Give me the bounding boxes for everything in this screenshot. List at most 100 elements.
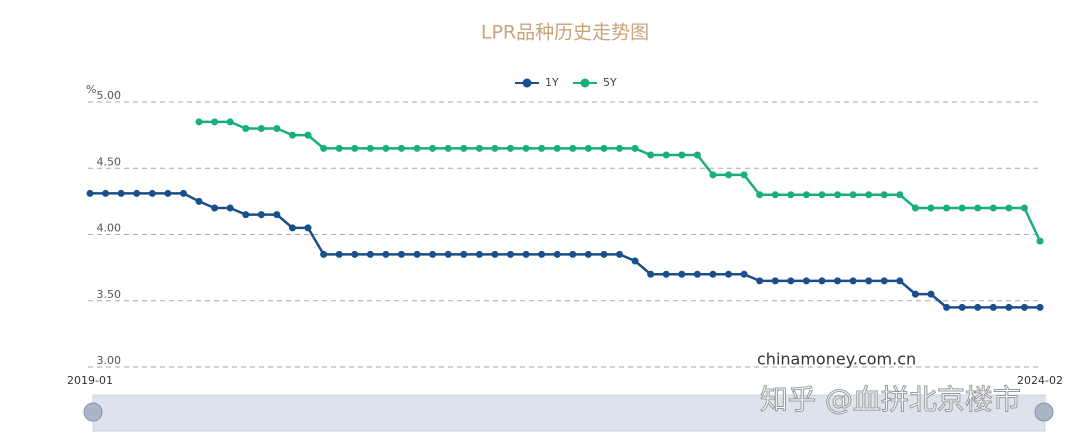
watermark: 知乎 @血拼北京楼市 (760, 383, 1021, 416)
data-point (273, 211, 281, 219)
x-tick-label: 2019-01 (67, 374, 113, 387)
data-point (460, 250, 468, 258)
data-point (475, 250, 483, 258)
watermark-source: chinamoney.com.cn (757, 350, 916, 369)
data-point (600, 250, 608, 258)
data-point (242, 211, 250, 219)
zoom-handle-left[interactable] (83, 402, 103, 422)
data-point (320, 250, 328, 258)
data-point (102, 189, 110, 197)
data-point (725, 270, 733, 278)
data-point (958, 204, 966, 212)
data-point (1020, 303, 1028, 311)
data-point (226, 204, 234, 212)
data-point (460, 144, 468, 152)
data-point (943, 303, 951, 311)
y-tick-label: 3.00 (97, 354, 122, 367)
data-point (444, 250, 452, 258)
y-tick-label: 5.00 (97, 89, 122, 102)
data-point (896, 277, 904, 285)
data-point (584, 144, 592, 152)
data-point (413, 250, 421, 258)
data-point (506, 144, 514, 152)
data-point (693, 151, 701, 159)
data-point (351, 250, 359, 258)
data-point (600, 144, 608, 152)
data-point (989, 303, 997, 311)
data-point (802, 191, 810, 199)
data-point (382, 144, 390, 152)
data-point (740, 270, 748, 278)
data-point (709, 171, 717, 179)
data-point (569, 250, 577, 258)
data-point (1036, 303, 1044, 311)
data-point (740, 171, 748, 179)
data-point (506, 250, 514, 258)
data-point (787, 277, 795, 285)
data-point (288, 131, 296, 139)
data-point (818, 191, 826, 199)
data-point (834, 277, 842, 285)
series-line (199, 120, 1042, 242)
data-point (647, 151, 655, 159)
data-point (304, 131, 312, 139)
data-point (553, 250, 561, 258)
data-point (849, 277, 857, 285)
data-point (226, 118, 234, 126)
data-point (958, 303, 966, 311)
data-point (631, 144, 639, 152)
data-point (491, 250, 499, 258)
data-point (927, 290, 935, 298)
data-point (865, 277, 873, 285)
data-point (834, 191, 842, 199)
data-point (366, 250, 374, 258)
chart-title: LPR品种历史走势图 (481, 22, 649, 44)
y-unit: % (86, 83, 96, 96)
data-point (335, 144, 343, 152)
data-point (195, 197, 203, 205)
data-point (273, 125, 281, 132)
legend-marker (522, 78, 532, 88)
data-point (802, 277, 810, 285)
data-point (880, 277, 888, 285)
data-point (288, 224, 296, 232)
data-point (771, 277, 779, 285)
data-point (709, 270, 717, 278)
x-tick-label: 2024-02 (1017, 374, 1063, 387)
data-point (849, 191, 857, 199)
data-point (787, 191, 795, 199)
data-point (616, 250, 624, 258)
data-point (444, 144, 452, 152)
data-point (491, 144, 499, 152)
data-point (257, 125, 265, 132)
data-point (335, 250, 343, 258)
data-point (242, 125, 250, 132)
data-point (429, 250, 437, 258)
data-point (179, 189, 187, 197)
data-point (304, 224, 312, 232)
legend-label: 5Y (603, 76, 617, 89)
data-point (211, 118, 219, 126)
data-point (818, 277, 826, 285)
data-point (164, 189, 172, 197)
data-point (382, 250, 390, 258)
data-point (1005, 204, 1013, 212)
data-point (397, 144, 405, 152)
data-point (911, 290, 919, 298)
zoom-handle-right[interactable] (1034, 402, 1054, 422)
data-point (1036, 237, 1044, 245)
data-point (538, 144, 546, 152)
data-point (553, 144, 561, 152)
y-tick-label: 4.00 (97, 222, 122, 235)
data-point (148, 189, 156, 197)
data-point (522, 144, 530, 152)
data-point (429, 144, 437, 152)
y-tick-label: 4.50 (97, 155, 122, 168)
data-point (662, 151, 670, 159)
data-point (693, 270, 701, 278)
data-point (522, 250, 530, 258)
data-point (413, 144, 421, 152)
data-point (538, 250, 546, 258)
data-point (366, 144, 374, 152)
